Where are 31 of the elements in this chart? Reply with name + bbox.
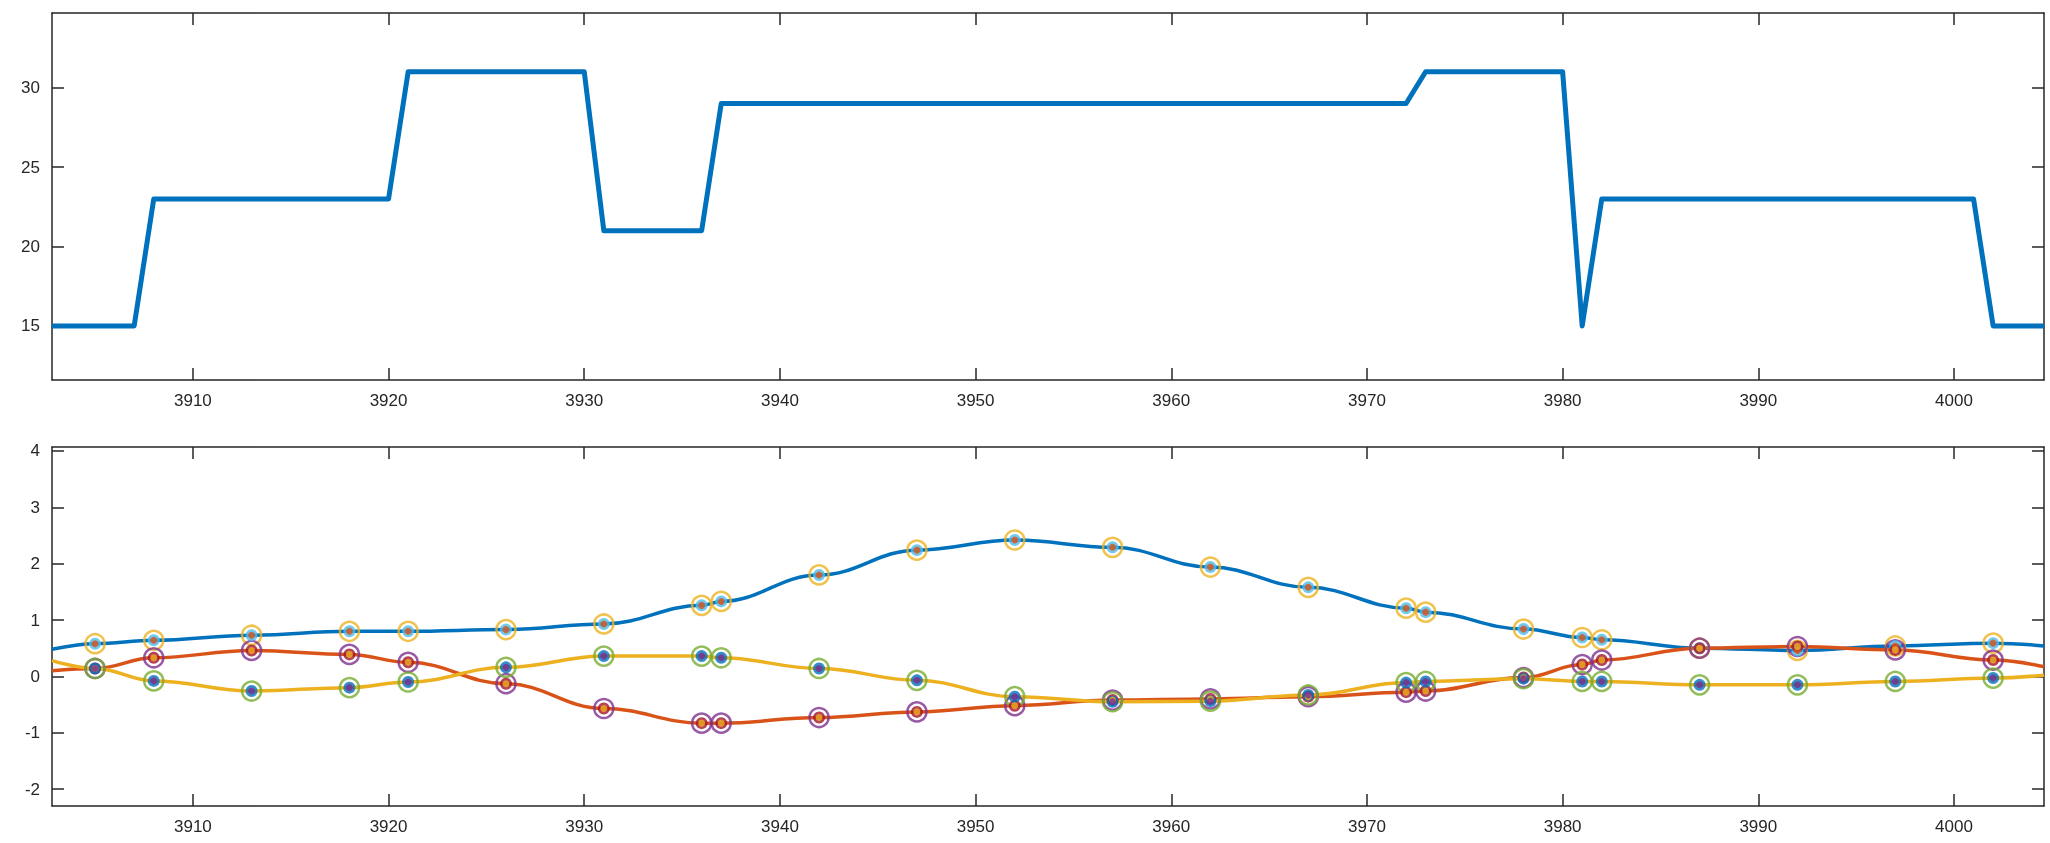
- x-tick-label: 3990: [1739, 817, 1778, 836]
- x-tick-label: 3930: [565, 391, 604, 410]
- y-tick-label: 3: [30, 497, 40, 517]
- x-tick-label: 4000: [1935, 391, 1973, 410]
- x-tick-label: 3940: [761, 817, 799, 836]
- x-tick-label: 3980: [1543, 391, 1582, 410]
- x-tick-label: 3930: [565, 817, 604, 836]
- y-tick-label: 2: [30, 554, 40, 574]
- x-tick-label: 3980: [1543, 817, 1582, 836]
- x-tick-label: 3910: [173, 817, 212, 836]
- y-tick-label: 0: [30, 666, 40, 686]
- y-tick-label: -1: [24, 723, 40, 743]
- x-tick-label: 3950: [956, 391, 995, 410]
- y-tick-label: 4: [30, 441, 40, 461]
- x-tick-label: 3990: [1739, 391, 1778, 410]
- y-tick-label: 1: [30, 610, 40, 630]
- y-tick-label: 25: [21, 157, 40, 177]
- x-tick-label: 3940: [761, 391, 799, 410]
- x-tick-label: 3950: [956, 817, 995, 836]
- x-tick-label: 4000: [1935, 817, 1973, 836]
- y-tick-label: 15: [21, 316, 40, 336]
- y-tick-label: 30: [21, 78, 40, 98]
- x-tick-label: 3910: [173, 391, 212, 410]
- x-tick-label: 3960: [1152, 817, 1191, 836]
- x-tick-label: 3920: [369, 391, 408, 410]
- x-tick-label: 3920: [369, 817, 408, 836]
- y-tick-label: 20: [21, 237, 40, 257]
- y-tick-label: -2: [24, 779, 40, 799]
- x-tick-label: 3960: [1152, 391, 1191, 410]
- x-tick-label: 3970: [1348, 817, 1386, 836]
- x-tick-label: 3970: [1348, 391, 1386, 410]
